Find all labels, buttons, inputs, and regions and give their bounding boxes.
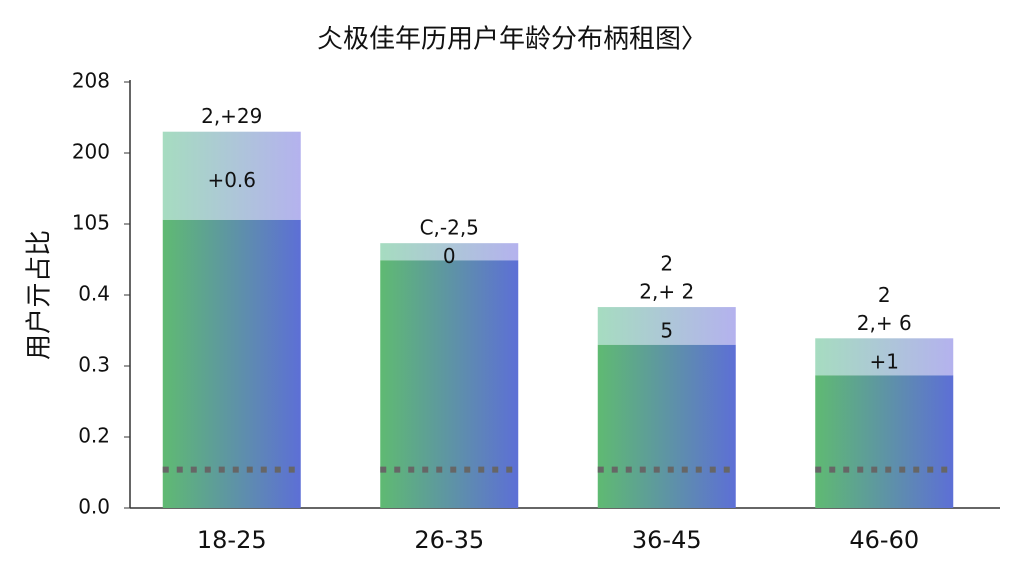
y-tick-label: 0.2 (78, 424, 110, 448)
bar-segment (815, 338, 954, 376)
y-tick-label: 0.4 (78, 282, 110, 306)
data-label: 2,+29 (201, 104, 262, 128)
data-label: C,-2,5 (420, 216, 479, 240)
y-axis-label: 用户亓占比 (25, 230, 55, 360)
inner-label: +1 (870, 349, 899, 373)
bar-segment (380, 243, 519, 261)
inner-label: 5 (660, 318, 673, 342)
bar-segment (597, 344, 736, 508)
x-tick-label: 18-25 (197, 526, 267, 554)
y-tick-label: 105 (72, 211, 110, 235)
data-label: 2,+ 6 (857, 311, 912, 335)
chart-title: 仌极佳年历用户年龄分布柄租图〉 (317, 25, 707, 55)
data-label: 2,+ 2 (639, 280, 694, 304)
data-label: 2 (878, 283, 891, 307)
inner-label: 0 (443, 244, 456, 268)
y-tick-label: 0.3 (78, 353, 110, 377)
y-tick-label: 200 (72, 140, 110, 164)
x-tick-label: 36-45 (632, 526, 702, 554)
bar-segment (162, 219, 301, 509)
bar-segment (815, 375, 954, 508)
inner-label: +0.6 (207, 168, 256, 192)
bar-segment (597, 307, 736, 345)
bar-segment (162, 131, 301, 220)
data-label: 2 (660, 252, 673, 276)
x-tick-label: 26-35 (414, 526, 484, 554)
y-tick-label: 208 (72, 69, 110, 93)
x-tick-label: 46-60 (849, 526, 919, 554)
y-tick-label: 0.0 (78, 495, 110, 519)
